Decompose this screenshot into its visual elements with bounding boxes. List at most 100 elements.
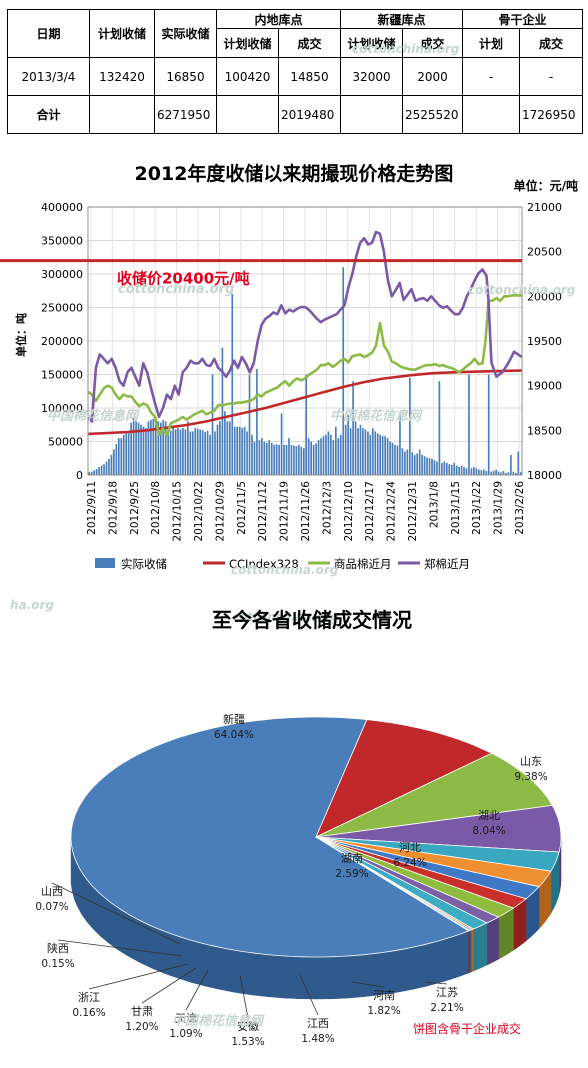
storage-bar <box>224 411 226 475</box>
legend-swatch <box>95 558 115 568</box>
storage-bar <box>487 374 490 475</box>
storage-bar <box>312 444 315 475</box>
storage-bar <box>327 431 330 475</box>
storage-bar <box>310 441 312 475</box>
storage-bar <box>105 461 108 475</box>
series-line-商品棉近月 <box>87 294 522 438</box>
storage-bar <box>307 438 310 475</box>
storage-bar <box>369 434 372 475</box>
series-line-CCIndex328 <box>87 369 523 436</box>
ylabel-left: 单位：吨 <box>14 313 28 357</box>
storage-bar <box>401 448 404 475</box>
header-backbone-deal: 成交 <box>519 28 584 58</box>
header-actual: 实际收储 <box>154 9 217 58</box>
storage-bar <box>515 472 517 475</box>
storage-bar <box>113 449 115 475</box>
pie-pct-安徽: 1.53% <box>231 1036 264 1048</box>
pie-pct-山东: 9.38% <box>514 771 547 783</box>
header-inland: 内地库点 <box>215 9 342 29</box>
storage-bar <box>93 470 95 475</box>
storage-bar <box>135 421 137 475</box>
storage-bar <box>406 449 409 475</box>
storage-bar <box>147 421 150 475</box>
storage-bar <box>182 428 184 475</box>
header-backbone: 骨干企业 <box>462 9 584 29</box>
storage-bar <box>288 438 290 475</box>
pie-leader-天津 <box>185 969 209 1011</box>
storage-bar <box>468 374 470 475</box>
storage-bar <box>443 461 446 475</box>
storage-bar <box>216 424 219 475</box>
storage-bar <box>342 267 345 475</box>
storage-bar <box>164 421 167 475</box>
storage-bar <box>411 452 414 475</box>
left-tick-label: 0 <box>76 469 83 482</box>
storage-bar <box>219 421 221 475</box>
storage-bar <box>367 431 369 475</box>
storage-bar <box>98 466 100 475</box>
pie-slice-河北 <box>315 804 562 853</box>
storage-bar <box>145 428 147 475</box>
pie-pct-江苏: 2.21% <box>430 1002 463 1014</box>
storage-bar <box>408 377 411 475</box>
table-cell: 6271950 <box>154 95 217 134</box>
pie-label-河南: 河南 <box>373 989 395 1002</box>
storage-bar <box>448 464 451 475</box>
x-tick-label: 2012/11/5 <box>236 481 248 535</box>
storage-bar <box>399 414 401 475</box>
storage-bar <box>298 444 300 475</box>
pie-leader-安徽 <box>239 974 249 1019</box>
pie-pct-浙江: 0.16% <box>72 1007 105 1019</box>
pie-note: 饼图含骨干企业成交 <box>413 1022 522 1036</box>
left-tick-label: 150000 <box>41 369 83 382</box>
storage-bar <box>184 429 187 475</box>
table-cell: - <box>519 57 584 96</box>
table-total-row: 合计 6271950 2019480 2525520 1726950 <box>7 95 584 134</box>
pie-label-天津: 天津 <box>175 1012 197 1025</box>
storage-bar <box>396 445 399 475</box>
storage-bar <box>187 421 189 475</box>
pie-leader-陕西 <box>57 939 183 957</box>
x-tick-label: 2012/10/29 <box>214 481 226 542</box>
storage-bar <box>450 464 453 475</box>
pie-pct-陕西: 0.15% <box>41 958 74 970</box>
storage-bar <box>334 426 337 475</box>
storage-bar <box>233 426 236 475</box>
pie-slice-河南 <box>315 836 540 900</box>
pie-chart: 至今各省收储成交情况 新疆 64.04% 山东 9.38% 湖北 8.04% 河北 6.24%… <box>35 608 562 1048</box>
pie-label-山东: 山东 <box>520 755 542 768</box>
storage-bar <box>265 442 268 475</box>
storage-bar <box>199 429 202 475</box>
storage-bar <box>433 460 436 475</box>
storage-bar <box>228 421 231 475</box>
storage-bar <box>376 433 379 475</box>
storage-bar <box>290 444 293 475</box>
storage-bar <box>507 472 510 475</box>
table-cell <box>216 95 279 134</box>
storage-bar <box>174 429 177 475</box>
pie-pct-天津: 1.09% <box>169 1028 202 1040</box>
storage-bar <box>238 426 241 475</box>
table-cell: 14850 <box>277 57 342 96</box>
storage-bar <box>243 426 246 475</box>
pie-pct-山西: 0.07% <box>35 901 68 913</box>
storage-bar <box>110 454 113 475</box>
storage-bar <box>273 444 276 475</box>
pie-label-安徽: 安徽 <box>237 1019 259 1033</box>
storage-bar <box>391 442 394 475</box>
storage-bar <box>497 471 500 475</box>
pie-label-甘肃: 甘肃 <box>131 1005 153 1018</box>
unit-right: 单位：元/吨 <box>514 178 578 193</box>
storage-bar <box>305 374 308 475</box>
storage-bar <box>280 413 283 475</box>
storage-bar <box>283 444 285 475</box>
storage-bar <box>436 461 438 475</box>
storage-bar <box>88 472 91 475</box>
storage-bar <box>261 438 263 475</box>
storage-bar <box>332 440 335 475</box>
table-cell: 2000 <box>402 57 464 96</box>
storage-bar <box>127 433 130 475</box>
header-inland-planned: 计划收储 <box>216 28 279 58</box>
pie-pct-甘肃: 1.20% <box>125 1021 158 1033</box>
table-cell <box>89 95 155 134</box>
